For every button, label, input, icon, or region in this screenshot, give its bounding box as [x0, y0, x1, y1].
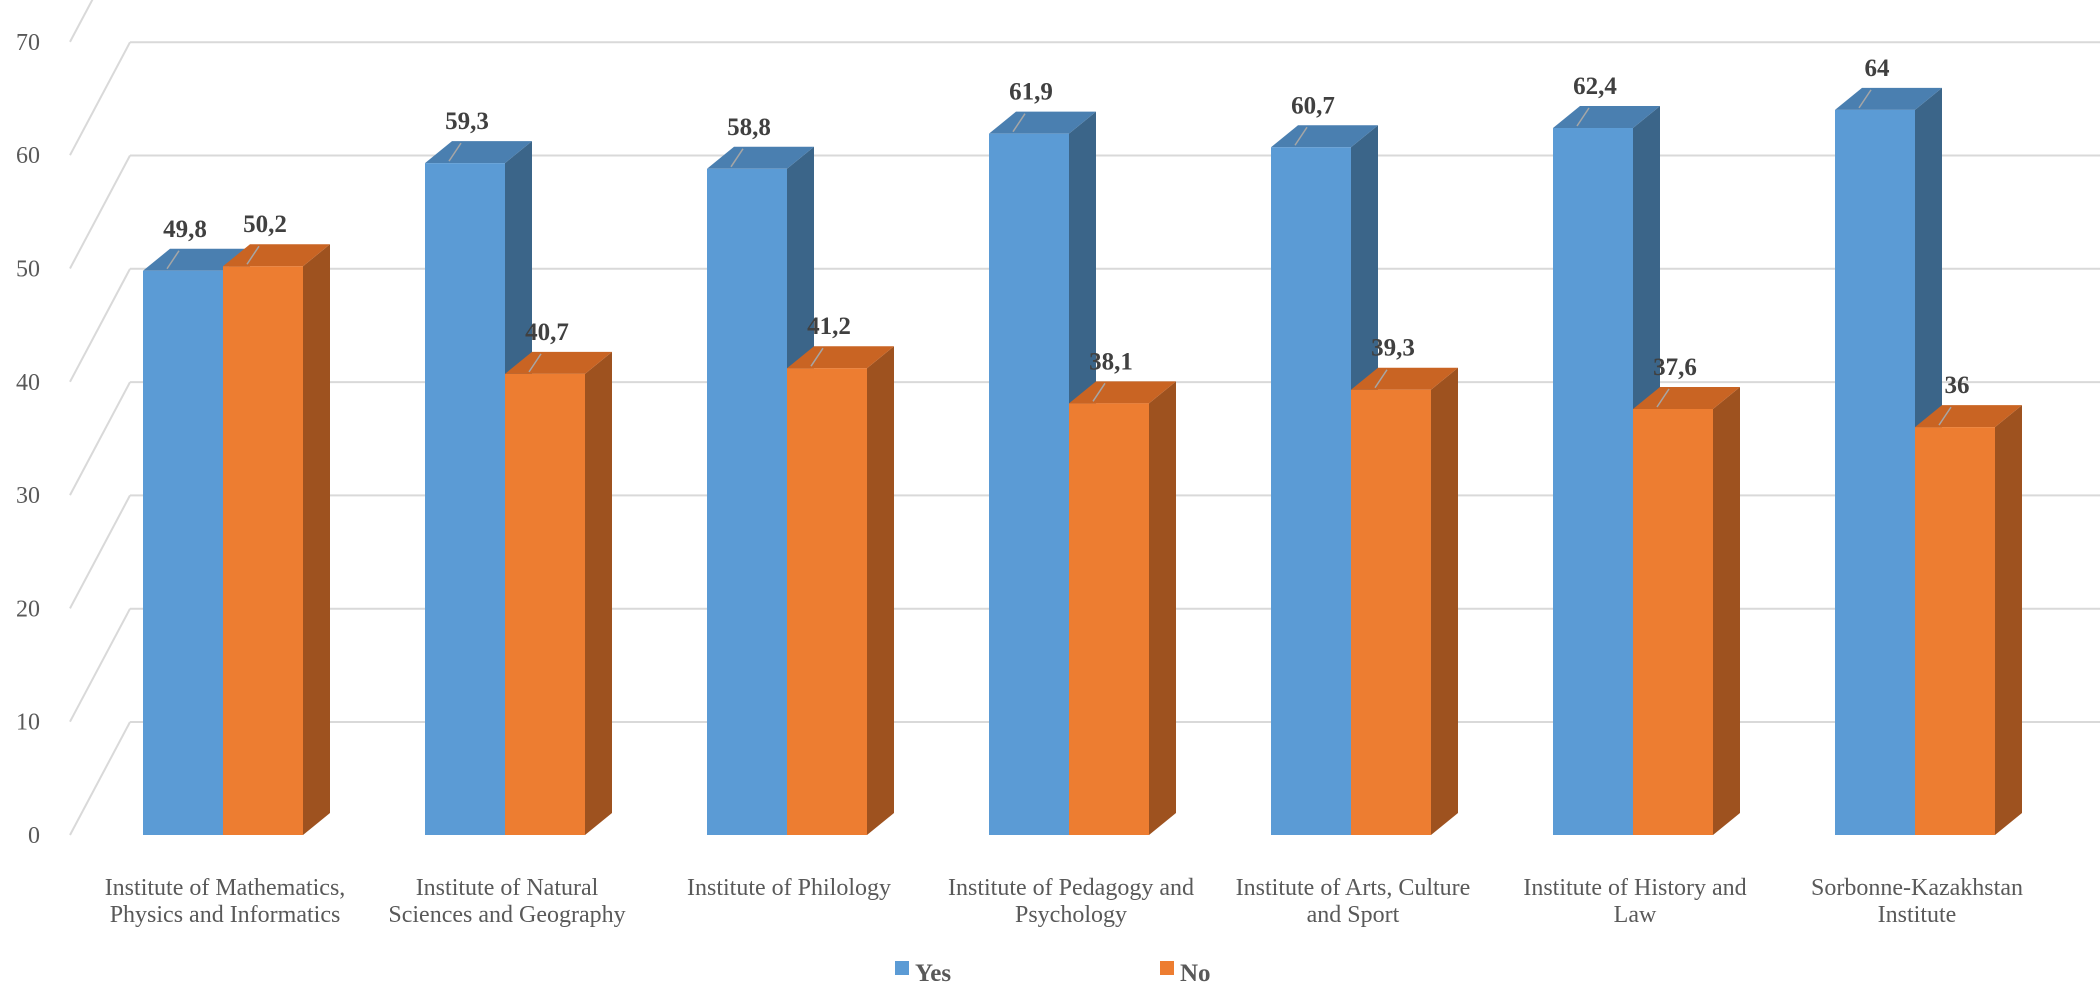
gridline-diagonal: [69, 494, 131, 609]
bar-no-side: [1713, 386, 1740, 835]
bar-no: [787, 368, 867, 835]
bar-yes: [425, 163, 505, 836]
bar-yes: [1553, 128, 1633, 835]
bar-no: [505, 373, 585, 835]
data-label-leader: [1656, 388, 1670, 408]
gridline-diagonal: [69, 721, 131, 836]
bar-yes: [989, 133, 1069, 836]
x-axis-categories: Institute of Mathematics, Physics and Inf…: [105, 875, 2023, 928]
data-label: 62,4: [1573, 73, 1617, 100]
y-tick-label: 50: [16, 257, 40, 283]
y-axis-ticks: 0 10 20 30 40 50 60 70: [16, 30, 40, 849]
x-category-label: Institute of Philology: [687, 875, 891, 901]
gridline-diagonal: [69, 268, 131, 383]
data-label: 60,7: [1291, 92, 1335, 119]
x-category-label: Institute of Arts, Culture and Sport: [1236, 875, 1471, 928]
data-label: 36: [1945, 372, 1970, 399]
bars: [143, 87, 2022, 836]
x-category-label: Institute of Pedagogy and Psychology: [948, 875, 1194, 928]
data-label: 49,8: [163, 216, 207, 243]
data-label-leader: [1858, 89, 1872, 109]
bar-no-side: [303, 244, 330, 835]
data-label: 61,9: [1009, 79, 1053, 106]
gridline-diagonal: [69, 608, 131, 723]
legend-label-yes: Yes: [915, 960, 951, 985]
gridline-diagonal: [69, 381, 131, 496]
bar-no: [1351, 389, 1431, 835]
y-tick-label: 10: [16, 710, 40, 736]
data-label-leader: [166, 250, 180, 270]
legend-swatch-yes: [895, 961, 909, 975]
data-label: 41,2: [807, 313, 851, 340]
data-label: 38,1: [1089, 348, 1133, 375]
data-label-leader: [528, 353, 542, 373]
gridline-diagonal: [69, 0, 94, 43]
y-tick-label: 30: [16, 483, 40, 509]
bar-no-side: [867, 346, 894, 835]
x-category-label: Institute of History and Law: [1523, 875, 1746, 928]
x-category-label: Sorbonne-Kazakhstan Institute: [1811, 875, 2023, 928]
data-label-leader: [730, 148, 744, 168]
data-label-leader: [246, 245, 260, 265]
legend-swatch-no: [1160, 961, 1174, 975]
bar-no: [1915, 427, 1995, 835]
data-label: 39,3: [1371, 335, 1415, 362]
x-category-label: Institute of Mathematics, Physics and Inf…: [105, 875, 346, 928]
data-label: 58,8: [727, 114, 771, 141]
y-tick-label: 40: [16, 370, 40, 396]
gridline-diagonal: [69, 41, 131, 156]
gridline-diagonal: [69, 155, 131, 269]
data-label: 40,7: [525, 319, 569, 346]
bar-no-side: [1149, 381, 1176, 835]
data-label-leader: [1012, 113, 1026, 133]
data-label: 37,6: [1653, 354, 1697, 381]
bar-no-side: [1431, 367, 1458, 835]
bar-yes: [143, 270, 223, 835]
bar-no: [1069, 403, 1149, 835]
y-tick-label: 70: [16, 30, 40, 56]
data-label-leader: [1374, 369, 1388, 389]
bar-no: [1633, 408, 1713, 835]
data-label-leader: [1938, 406, 1952, 426]
x-category-label: Institute of Natural Sciences and Geograp…: [388, 875, 625, 928]
bar-no: [223, 266, 303, 835]
data-label: 50,2: [243, 211, 287, 238]
bar-yes: [1835, 109, 1915, 835]
y-tick-label: 0: [28, 823, 40, 849]
bar-yes: [1271, 147, 1351, 836]
data-label: 64: [1865, 55, 1891, 82]
legend: Yes No: [895, 960, 1211, 985]
data-label-leader: [1294, 126, 1308, 146]
y-tick-label: 60: [16, 143, 40, 169]
data-label-leader: [810, 347, 824, 367]
bar-yes: [707, 168, 787, 835]
data-label-leader: [1092, 382, 1106, 402]
data-label: 59,3: [445, 108, 489, 135]
y-tick-label: 20: [16, 596, 40, 622]
bar-no-side: [585, 351, 612, 835]
bar-no-side: [1995, 405, 2022, 835]
legend-label-no: No: [1180, 960, 1211, 985]
data-label-leader: [1576, 107, 1590, 127]
data-label-leader: [448, 142, 462, 162]
data-labels: 49,8 50,2 59,3 40,7 58,8 41,2 61,9 38,1 60,7 39,3…: [163, 55, 1970, 426]
